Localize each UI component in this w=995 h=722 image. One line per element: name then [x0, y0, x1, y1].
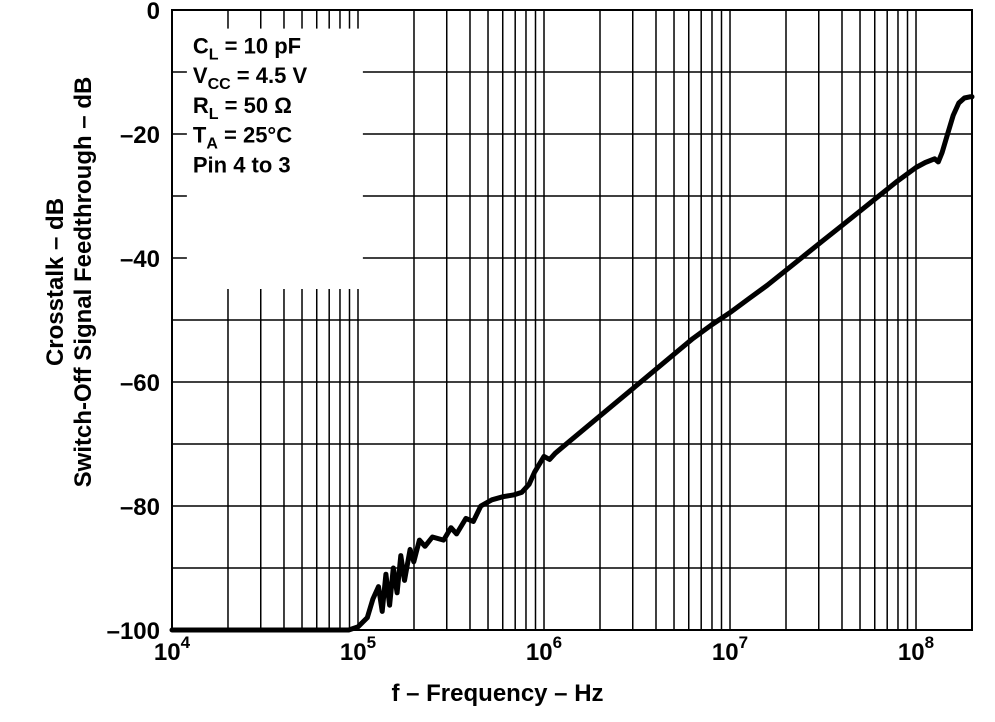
y-tick-label: –80	[120, 494, 160, 521]
x-tick-label: 107	[712, 633, 748, 666]
chart-svg: 0–20–40–60–80–100104105106107108CL = 10 …	[0, 0, 995, 722]
y-tick-label: –20	[120, 122, 160, 149]
x-tick-label: 105	[340, 633, 376, 666]
y-tick-label: 0	[147, 0, 160, 25]
y-tick-label: –40	[120, 246, 160, 273]
y-tick-label: –60	[120, 370, 160, 397]
x-tick-label: 106	[526, 633, 562, 666]
x-tick-label: 108	[898, 633, 934, 666]
chart-container: Crosstalk – dB Switch-Off Signal Feedthr…	[0, 0, 995, 722]
annotation-line: Pin 4 to 3	[193, 152, 291, 177]
y-tick-label: –100	[107, 618, 160, 645]
